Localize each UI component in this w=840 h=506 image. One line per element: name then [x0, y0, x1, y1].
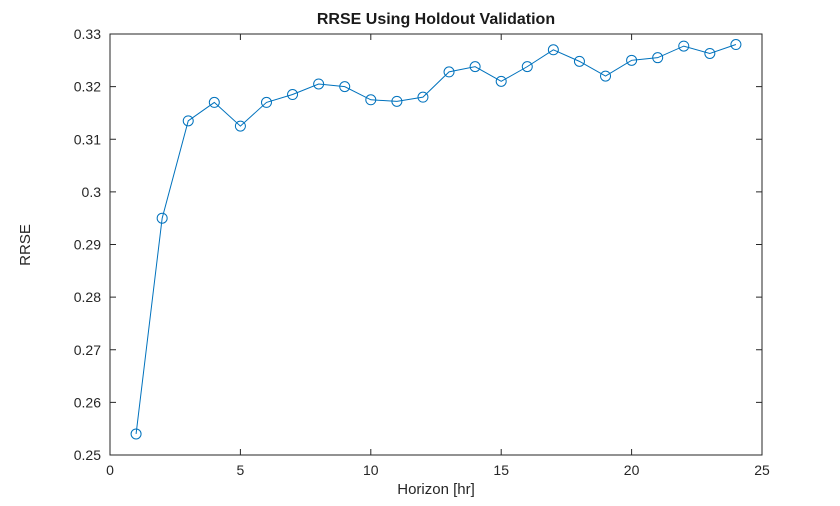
data-point-marker	[469, 61, 481, 73]
data-point-marker	[573, 55, 585, 67]
data-point-marker	[417, 91, 429, 103]
y-tick-label: 0.25	[74, 447, 101, 463]
y-tick-label: 0.31	[74, 131, 101, 147]
y-tick-label: 0.27	[74, 342, 101, 358]
data-point-marker	[130, 428, 142, 440]
plot-box	[109, 33, 763, 456]
data-series-layer	[130, 39, 742, 440]
data-point-marker	[704, 47, 716, 59]
data-point-marker	[521, 61, 533, 73]
data-point-marker	[678, 40, 690, 52]
y-tick-label: 0.32	[74, 79, 101, 95]
y-tick-label: 0.28	[74, 289, 101, 305]
data-point-marker	[339, 81, 351, 93]
data-point-marker	[313, 78, 325, 90]
x-tick-label: 25	[754, 462, 770, 478]
y-tick-label: 0.26	[74, 394, 101, 410]
x-axis-label: Horizon [hr]	[397, 481, 475, 498]
y-axis-label: RRSE	[17, 224, 34, 266]
data-point-marker	[234, 120, 246, 132]
data-point-marker	[652, 52, 664, 64]
data-point-marker	[600, 70, 612, 82]
x-tick-label: 5	[237, 462, 245, 478]
data-point-marker	[730, 39, 742, 51]
data-point-marker	[208, 96, 220, 108]
data-point-marker	[182, 115, 194, 127]
y-tick-label: 0.33	[74, 26, 101, 42]
data-point-marker	[260, 96, 272, 108]
data-point-marker	[626, 54, 638, 66]
data-point-marker	[547, 44, 559, 56]
x-tick-label: 10	[363, 462, 379, 478]
chart-title: RRSE Using Holdout Validation	[317, 11, 555, 28]
series-line	[135, 44, 737, 435]
data-point-marker	[156, 212, 168, 224]
x-tick-label: 15	[493, 462, 509, 478]
data-point-marker	[391, 95, 403, 107]
axes-layer: 0 5 10 15 20 25 0.25 0.26 0.27 0.28 0.29 0.3 0.31 0.3…	[74, 26, 770, 478]
y-tick-label: 0.3	[82, 184, 102, 200]
y-tick-label: 0.29	[74, 237, 101, 253]
x-tick-label: 20	[624, 462, 640, 478]
data-point-marker	[287, 89, 299, 101]
data-point-marker	[443, 66, 455, 78]
data-point-marker	[365, 94, 377, 106]
data-point-marker	[495, 75, 507, 87]
x-tick-label: 0	[106, 462, 114, 478]
